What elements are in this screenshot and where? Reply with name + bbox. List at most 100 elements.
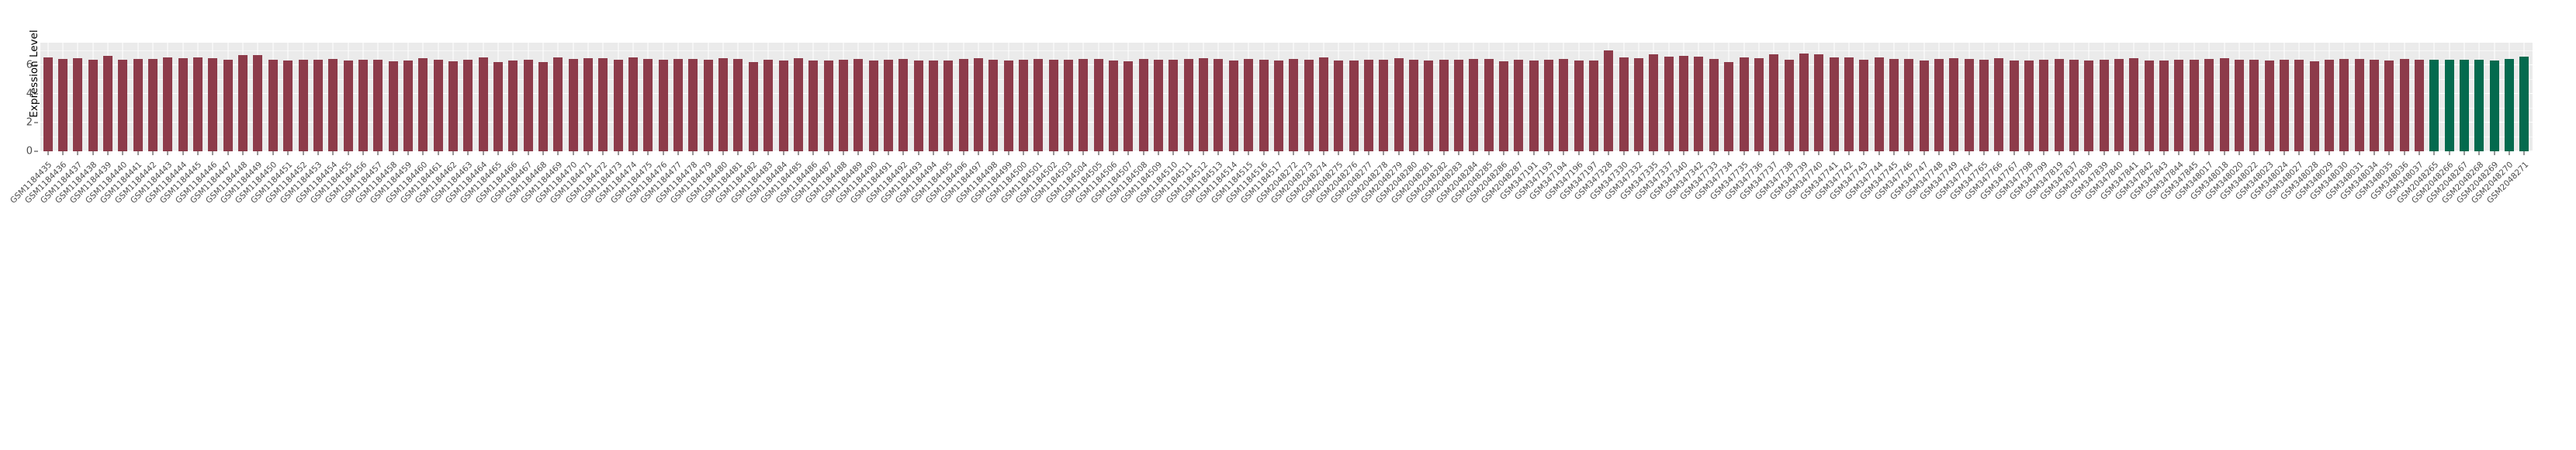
bar[interactable] bbox=[2505, 58, 2515, 151]
bar[interactable] bbox=[718, 58, 729, 151]
bar[interactable] bbox=[958, 58, 968, 151]
bar[interactable] bbox=[883, 59, 893, 151]
bar[interactable] bbox=[2519, 57, 2529, 151]
bar[interactable] bbox=[1394, 57, 1404, 151]
bar[interactable] bbox=[1754, 57, 1764, 151]
bar[interactable] bbox=[1589, 60, 1599, 151]
bar[interactable] bbox=[1874, 57, 1884, 151]
bar[interactable] bbox=[613, 59, 623, 151]
bar[interactable] bbox=[838, 59, 848, 151]
bar[interactable] bbox=[553, 57, 563, 151]
bar[interactable] bbox=[283, 61, 293, 151]
bar[interactable] bbox=[1559, 58, 1569, 151]
bar[interactable] bbox=[1619, 57, 1629, 151]
bar[interactable] bbox=[2249, 60, 2259, 151]
bar[interactable] bbox=[763, 59, 774, 151]
bar[interactable] bbox=[913, 60, 923, 151]
bar[interactable] bbox=[433, 60, 443, 151]
bar[interactable] bbox=[2144, 61, 2154, 151]
bar[interactable] bbox=[733, 58, 743, 151]
bar[interactable] bbox=[73, 58, 83, 151]
bar[interactable] bbox=[2414, 59, 2424, 151]
bar[interactable] bbox=[1408, 60, 1418, 151]
bar[interactable] bbox=[1453, 60, 1463, 151]
bar[interactable] bbox=[1154, 60, 1164, 151]
bar[interactable] bbox=[2189, 60, 2199, 151]
bar[interactable] bbox=[238, 55, 248, 151]
bar[interactable] bbox=[343, 60, 353, 151]
bar[interactable] bbox=[1034, 59, 1044, 151]
bar[interactable] bbox=[2309, 61, 2319, 151]
bar[interactable] bbox=[2219, 57, 2229, 151]
bar[interactable] bbox=[2279, 59, 2289, 151]
bar[interactable] bbox=[1964, 59, 1974, 151]
bar[interactable] bbox=[448, 61, 458, 151]
bar[interactable] bbox=[1304, 60, 1314, 151]
bar[interactable] bbox=[1484, 59, 1494, 151]
bar[interactable] bbox=[2099, 59, 2109, 151]
bar[interactable] bbox=[1979, 60, 1989, 151]
bar[interactable] bbox=[1859, 59, 1869, 151]
bar[interactable] bbox=[1214, 59, 1224, 151]
bar[interactable] bbox=[748, 61, 758, 151]
bar[interactable] bbox=[1889, 59, 1899, 151]
bar[interactable] bbox=[808, 61, 819, 151]
bar[interactable] bbox=[268, 60, 278, 151]
bar[interactable] bbox=[88, 60, 98, 151]
bar[interactable] bbox=[1363, 60, 1373, 151]
bar[interactable] bbox=[688, 58, 698, 151]
bar[interactable] bbox=[1183, 59, 1193, 151]
bar[interactable] bbox=[1079, 58, 1089, 151]
bar[interactable] bbox=[1679, 55, 1689, 151]
bar[interactable] bbox=[583, 57, 594, 151]
bar[interactable] bbox=[298, 60, 308, 151]
bar[interactable] bbox=[253, 55, 263, 151]
bar[interactable] bbox=[1379, 59, 1389, 151]
bar[interactable] bbox=[823, 60, 833, 151]
bar[interactable] bbox=[178, 57, 188, 151]
bar[interactable] bbox=[1664, 57, 1674, 151]
bar[interactable] bbox=[1784, 59, 1794, 151]
bar[interactable] bbox=[628, 57, 639, 151]
bar[interactable] bbox=[2384, 60, 2394, 151]
bar[interactable] bbox=[43, 57, 53, 151]
bar[interactable] bbox=[1064, 59, 1074, 151]
bar[interactable] bbox=[163, 57, 173, 151]
bar[interactable] bbox=[493, 61, 503, 151]
bar[interactable] bbox=[973, 57, 983, 151]
bar[interactable] bbox=[523, 60, 533, 151]
bar[interactable] bbox=[1019, 59, 1028, 151]
bar[interactable] bbox=[2009, 61, 2019, 151]
bar[interactable] bbox=[1919, 61, 1929, 151]
bar[interactable] bbox=[2399, 59, 2409, 151]
bar[interactable] bbox=[1934, 58, 1944, 151]
bar[interactable] bbox=[2354, 58, 2364, 151]
bar[interactable] bbox=[2324, 60, 2334, 151]
bar[interactable] bbox=[148, 58, 158, 151]
bar[interactable] bbox=[1124, 61, 1134, 151]
bar[interactable] bbox=[989, 59, 999, 151]
bar[interactable] bbox=[1709, 58, 1719, 151]
bar[interactable] bbox=[1904, 58, 1914, 151]
bar[interactable] bbox=[1138, 59, 1148, 151]
bar[interactable] bbox=[1694, 56, 1704, 151]
bar[interactable] bbox=[463, 59, 473, 151]
bar[interactable] bbox=[1739, 57, 1749, 151]
bar[interactable] bbox=[208, 58, 218, 151]
bar[interactable] bbox=[2444, 59, 2454, 151]
bar[interactable] bbox=[1093, 59, 1103, 151]
bar[interactable] bbox=[1769, 54, 1779, 151]
bar[interactable] bbox=[508, 61, 518, 151]
bar[interactable] bbox=[1649, 54, 1659, 151]
bar[interactable] bbox=[1799, 53, 1809, 151]
bar[interactable] bbox=[193, 57, 203, 151]
bar[interactable] bbox=[1289, 59, 1299, 151]
bar[interactable] bbox=[643, 59, 653, 151]
bar[interactable] bbox=[2114, 59, 2124, 151]
bar[interactable] bbox=[478, 57, 488, 151]
bar[interactable] bbox=[2039, 60, 2049, 151]
bar[interactable] bbox=[2069, 59, 2079, 151]
bar[interactable] bbox=[418, 57, 428, 151]
bar[interactable] bbox=[2429, 60, 2439, 151]
bar[interactable] bbox=[928, 60, 938, 151]
